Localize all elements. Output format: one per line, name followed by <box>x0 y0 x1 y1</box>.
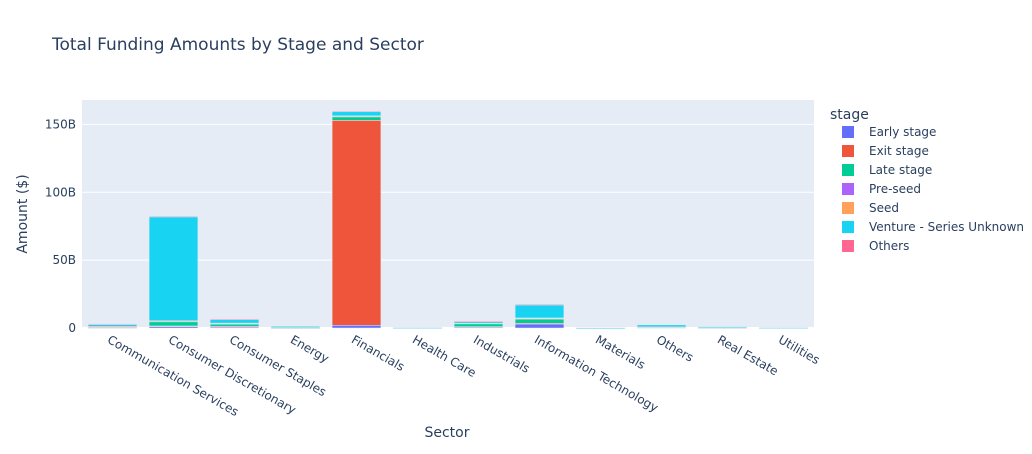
x-axis-label: Sector <box>424 425 469 441</box>
bar-energy-venture-series-unknown[interactable] <box>270 326 321 328</box>
legend-label-pre-seed[interactable]: Pre-seed <box>869 182 921 196</box>
bar-financials-others[interactable] <box>331 110 382 113</box>
bar-industrials-others[interactable] <box>453 320 504 322</box>
x-tick-label: Others <box>654 332 696 364</box>
x-tick-label: Financials <box>349 332 407 374</box>
y-tick-label: 50B <box>52 253 76 267</box>
bar-health-care-venture-series-unknown[interactable] <box>392 327 443 329</box>
x-tick-label: Health Care <box>410 332 479 380</box>
legend-swatch-seed[interactable] <box>842 202 854 214</box>
bar-real-estate-venture-series-unknown[interactable] <box>697 326 748 328</box>
y-axis-label: Amount ($) <box>15 174 31 253</box>
bar-communication-services-others[interactable] <box>87 323 138 325</box>
y-tick-label: 150B <box>45 117 76 131</box>
legend-swatch-late-stage[interactable] <box>842 164 854 176</box>
y-tick-label: 0 <box>68 321 76 335</box>
x-tick-label: Real Estate <box>715 332 781 378</box>
legend-label-late-stage[interactable]: Late stage <box>869 163 932 177</box>
bar-information-technology-venture-series-unknown[interactable] <box>514 304 565 319</box>
bar-utilities-venture-series-unknown[interactable] <box>758 327 809 329</box>
legend-swatch-early-stage[interactable] <box>842 126 854 138</box>
legend-label-exit-stage[interactable]: Exit stage <box>869 144 929 158</box>
bar-consumer-discretionary-venture-series-unknown[interactable] <box>148 216 199 322</box>
y-axis-ticks: 0 50B 100B 150B <box>45 117 76 335</box>
bars <box>87 110 809 329</box>
bar-financials-exit-stage[interactable] <box>331 120 382 326</box>
bar-consumer-discretionary-others[interactable] <box>148 215 199 218</box>
bar-information-technology-early-stage[interactable] <box>514 323 565 329</box>
gridlines <box>82 123 814 329</box>
x-tick-label: Materials <box>593 332 648 372</box>
plot-background <box>82 100 814 328</box>
y-tick-label: 100B <box>45 185 76 199</box>
bar-consumer-staples-others[interactable] <box>209 318 260 320</box>
x-tick-label: Utilities <box>776 332 822 367</box>
bar-materials-venture-series-unknown[interactable] <box>575 327 626 329</box>
x-tick-label: Energy <box>288 332 331 365</box>
legend-label-venture-series-unknown[interactable]: Venture - Series Unknown <box>869 220 1024 234</box>
legend-label-early-stage[interactable]: Early stage <box>869 125 936 139</box>
bar-financials-early-stage[interactable] <box>331 325 382 329</box>
legend-swatch-venture-series-unknown[interactable] <box>842 221 854 233</box>
chart-title: Total Funding Amounts by Stage and Secto… <box>51 35 424 55</box>
legend: stage Early stage Exit stage Late stage Pre… <box>830 107 1024 253</box>
legend-title: stage <box>830 107 869 123</box>
legend-swatch-others[interactable] <box>842 240 854 252</box>
legend-swatch-pre-seed[interactable] <box>842 183 854 195</box>
bar-information-technology-others[interactable] <box>514 304 565 306</box>
legend-label-seed[interactable]: Seed <box>869 201 899 215</box>
x-tick-label: Industrials <box>471 332 532 375</box>
bar-others-venture-series-unknown[interactable] <box>636 324 687 328</box>
legend-label-others[interactable]: Others <box>869 239 909 253</box>
legend-swatch-exit-stage[interactable] <box>842 145 854 157</box>
